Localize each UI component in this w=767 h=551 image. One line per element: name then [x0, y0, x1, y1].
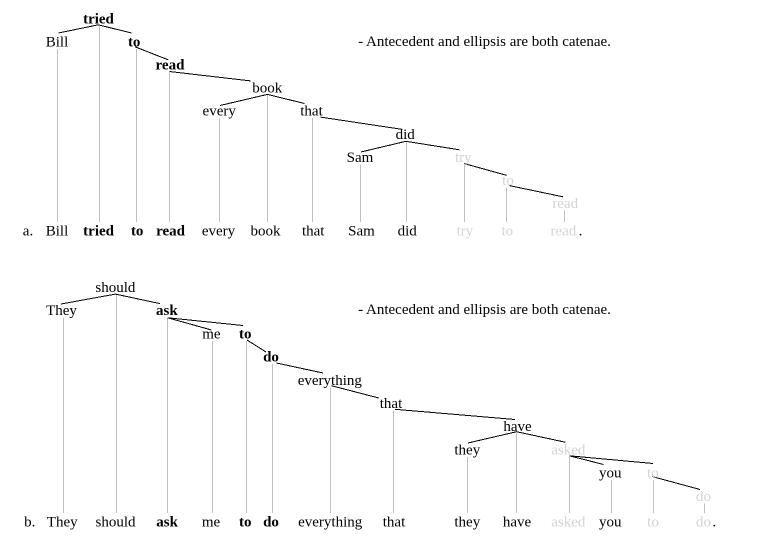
svg-text:they: they: [454, 442, 480, 458]
svg-text:asked: asked: [551, 514, 586, 530]
svg-text:- Antecedent and ellipsis are: - Antecedent and ellipsis are both caten…: [358, 302, 611, 318]
svg-text:that: that: [302, 224, 325, 240]
svg-text:do: do: [696, 514, 711, 530]
svg-text:every: every: [203, 104, 237, 120]
svg-text:Bill: Bill: [46, 34, 69, 50]
svg-text:read: read: [156, 58, 186, 74]
svg-text:asked: asked: [551, 442, 586, 458]
svg-text:everything: everything: [298, 514, 363, 530]
svg-text:book: book: [251, 224, 282, 240]
svg-text:do: do: [263, 350, 279, 366]
svg-text:- Antecedent and ellipsis are: - Antecedent and ellipsis are both caten…: [358, 34, 611, 50]
svg-text:you: you: [599, 466, 622, 482]
svg-text:a.: a.: [23, 224, 33, 240]
svg-text:Sam: Sam: [347, 150, 374, 166]
svg-text:that: that: [383, 514, 406, 530]
svg-text:read: read: [552, 196, 578, 212]
svg-text:book: book: [252, 81, 283, 97]
svg-text:me: me: [202, 514, 221, 530]
svg-text:they: they: [454, 514, 480, 530]
svg-text:Sam: Sam: [348, 224, 375, 240]
svg-text:have: have: [503, 514, 532, 530]
svg-text:to: to: [128, 34, 141, 50]
svg-text:do: do: [696, 489, 711, 505]
svg-text:to: to: [502, 173, 514, 189]
svg-text:have: have: [503, 419, 532, 435]
svg-text:Bill: Bill: [46, 224, 69, 240]
svg-text:to: to: [239, 514, 252, 530]
svg-text:to: to: [131, 224, 144, 240]
svg-text:every: every: [202, 224, 236, 240]
svg-text:to: to: [501, 224, 513, 240]
svg-text:.: .: [579, 224, 583, 240]
svg-text:read: read: [550, 224, 576, 240]
svg-text:to: to: [647, 514, 659, 530]
svg-text:tried: tried: [83, 11, 114, 27]
svg-text:to: to: [647, 466, 659, 482]
svg-text:try: try: [455, 150, 472, 166]
svg-text:to: to: [239, 326, 252, 342]
svg-text:b.: b.: [24, 514, 35, 530]
svg-text:should: should: [95, 514, 136, 530]
svg-text:that: that: [380, 396, 403, 412]
svg-text:should: should: [95, 280, 136, 296]
svg-text:you: you: [599, 514, 622, 530]
svg-text:ask: ask: [156, 303, 178, 319]
svg-text:did: did: [396, 127, 416, 143]
svg-text:.: .: [712, 514, 716, 530]
svg-text:try: try: [456, 224, 473, 240]
svg-text:do: do: [263, 514, 279, 530]
svg-text:They: They: [47, 514, 78, 530]
svg-text:everything: everything: [298, 373, 363, 389]
svg-text:me: me: [202, 326, 221, 342]
svg-text:tried: tried: [83, 224, 114, 240]
svg-text:They: They: [46, 303, 77, 319]
svg-text:ask: ask: [156, 514, 178, 530]
svg-text:read: read: [156, 224, 186, 240]
svg-text:that: that: [300, 104, 323, 120]
svg-text:did: did: [398, 224, 418, 240]
